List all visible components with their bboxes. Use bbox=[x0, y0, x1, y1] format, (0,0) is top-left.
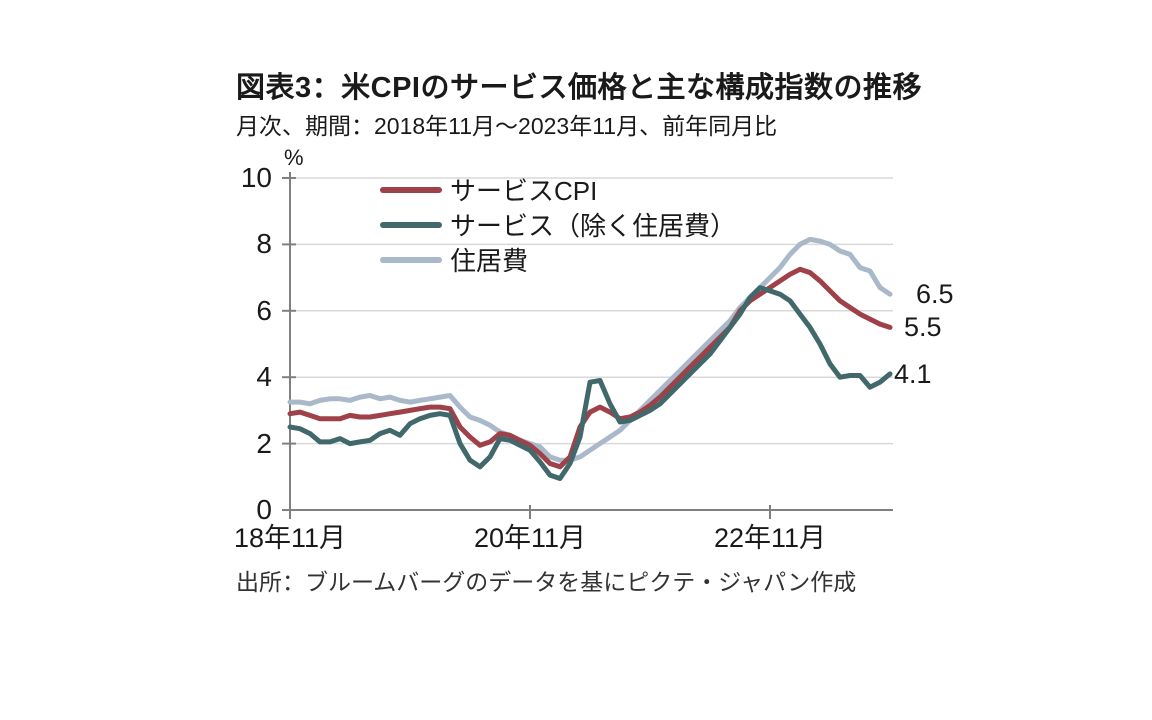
series-end-label: 4.1 bbox=[894, 358, 932, 389]
legend-line-swatch bbox=[380, 221, 442, 228]
y-axis-label: 0 bbox=[256, 494, 272, 525]
y-axis-label: 6 bbox=[256, 294, 272, 326]
x-axis-label: 18年11月 bbox=[233, 523, 347, 553]
chart-title: 図表3：米CPIのサービス価格と主な構成指数の推移 bbox=[236, 72, 922, 104]
legend-label: サービス（除く住居費） bbox=[450, 211, 737, 241]
chart-subtitle: 月次、期間：2018年11月～2023年11月、前年同月比 bbox=[236, 113, 778, 139]
legend-item-services-cpi: サービスCPI bbox=[380, 172, 736, 207]
legend-line-swatch bbox=[380, 256, 442, 263]
y-axis-label: 4 bbox=[256, 361, 272, 393]
x-axis-label: 22年11月 bbox=[713, 523, 827, 553]
series-line-0 bbox=[287, 266, 893, 470]
y-axis-label: 2 bbox=[256, 427, 272, 459]
legend-label: 住居費 bbox=[450, 246, 529, 276]
series-line-1 bbox=[287, 285, 893, 481]
legend-label: サービスCPI bbox=[450, 176, 598, 206]
legend-item-services-ex-shelter: サービス（除く住居費） bbox=[380, 207, 736, 242]
y-axis-unit-label: % bbox=[284, 145, 304, 170]
series-line-2 bbox=[287, 236, 893, 463]
series-end-label: 5.5 bbox=[904, 312, 942, 343]
y-axis-label: 8 bbox=[256, 228, 272, 260]
y-axis-label: 10 bbox=[240, 162, 272, 193]
chart-legend: サービスCPI サービス（除く住居費） 住居費 bbox=[380, 172, 736, 277]
x-axis-label: 20年11月 bbox=[473, 523, 587, 553]
series-end-label: 6.5 bbox=[916, 279, 954, 310]
legend-item-shelter: 住居費 bbox=[380, 242, 736, 277]
legend-line-swatch bbox=[380, 186, 442, 193]
source-note: 出所：ブルームバーグのデータを基にピクテ・ジャパン作成 bbox=[236, 569, 857, 595]
